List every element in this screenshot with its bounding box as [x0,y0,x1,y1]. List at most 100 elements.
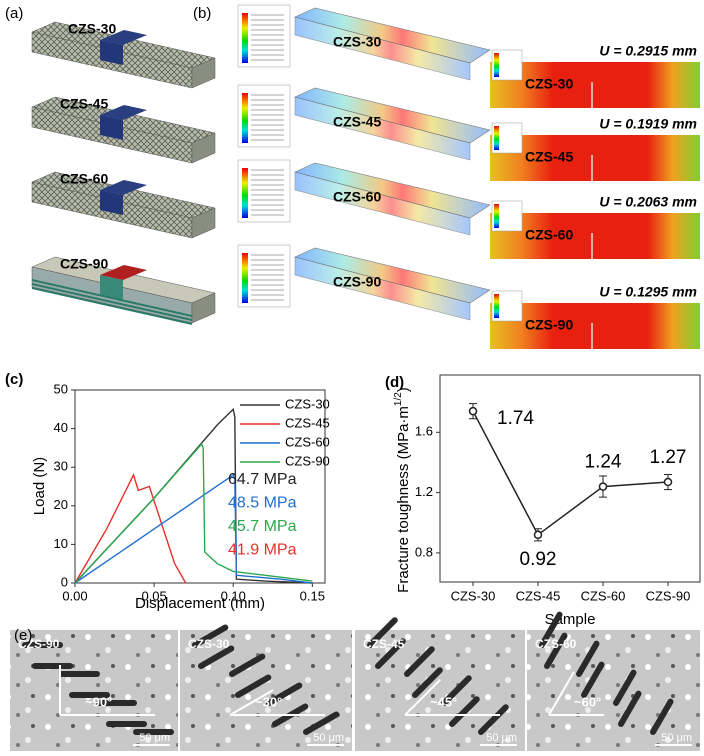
fiber [650,698,674,735]
data-point [598,482,608,491]
deformed-beam-front [294,16,471,81]
fiber [544,632,568,669]
fiber [266,682,303,706]
displacement-label: U = 0.2915 mm [599,43,697,59]
x-tick-label: 0.05 [141,588,166,603]
sample-label: CZS-90 [333,274,381,290]
x-tick-label: CZS-60 [581,588,626,603]
x-tick-label: 0.10 [221,588,246,603]
zoom-color-bar [494,53,499,77]
center-section [100,265,147,280]
center-front [100,275,123,300]
y-tick-label: 10 [54,536,68,551]
fiber [581,661,605,698]
fiber [576,640,600,677]
data-point [533,530,543,540]
panel-label: (d) [385,374,404,391]
beam-side [191,57,216,89]
annotation: 64.7 MPa [228,471,297,488]
angle-label: ~90° [85,694,112,709]
data-label: 1.24 [585,452,622,473]
angle-arrows [229,689,325,716]
fiber [235,674,272,698]
fiber [539,611,563,648]
sample-label: CZS-45 [333,114,381,130]
fiber [478,704,509,735]
y-axis-label: Fracture toughness (MPa·m1/2) [393,387,412,593]
plot-frame [74,389,326,584]
angle-arrows [548,671,604,716]
angle-arrows [404,678,500,716]
sample-label: CZS-60 [60,171,108,187]
center-section [100,180,147,195]
layer [32,279,192,317]
annotation: 41.9 MPa [228,542,297,559]
zoom-sample-label: CZS-30 [525,76,573,92]
zoom-sample-label: CZS-90 [525,317,573,333]
y-axis-label-part: ) [395,387,412,392]
fiber [229,653,266,677]
y-tick-label: 0.8 [415,544,433,559]
deformed-beam-front [294,96,471,161]
panel-label: (b) [193,5,211,22]
zoom-contour [490,303,700,349]
series-line [74,442,313,584]
displacement-label: U = 0.1919 mm [599,116,697,132]
angle-label: ~60° [574,694,601,709]
x-tick-label: CZS-90 [646,588,691,603]
panel-label: (e) [14,627,32,644]
y-tick-label: 20 [54,497,68,512]
y-tick-label: 1.6 [415,424,433,439]
data-label: 1.74 [497,408,534,429]
color-bar [242,168,248,218]
fiber [618,690,642,727]
fiber [404,646,435,677]
x-tick-label: CZS-45 [516,588,561,603]
sample-label: CZS-60 [535,637,577,651]
y-axis-label-part: Fracture toughness (MPa·m [395,406,412,593]
legend-label: CZS-45 [285,415,330,430]
zoom-sample-label: CZS-45 [525,149,573,165]
fiber [367,617,398,648]
panel-label: (a) [5,5,23,22]
sample-label: CZS-30 [188,637,230,651]
displacement-label: U = 0.2063 mm [599,194,697,210]
annotation: 48.5 MPa [228,495,297,512]
sample-label: CZS-45 [60,96,108,112]
sample-label: CZS-60 [333,189,381,205]
scale-label: 50 μm [661,732,692,744]
charts: 0.00 0.05 0.10 0.15 0 10 20 30 40 50 (c) Displaceme… [5,371,701,628]
zoom-color-bar [494,294,499,318]
beam-side [191,132,216,164]
zoom-contour [490,62,700,108]
fiber [303,711,340,735]
series-line [74,473,187,584]
data-point [468,406,478,416]
zoom-contour [490,213,700,259]
angle-arrows [59,665,155,716]
x-tick-label: 0.15 [300,588,325,603]
y-tick-label: 50 [54,381,68,396]
center-front [100,115,123,140]
zoom-sample-label: CZS-60 [525,227,573,243]
top-panels: (a) CZS-30 CZS-45 CZS-60 CZS-90 (b) CZS-30 CZS-… [5,4,700,349]
x-tick-label: CZS-30 [451,588,496,603]
data-label: 0.92 [520,549,557,570]
center-front [100,190,123,215]
scale-label: 50 μm [139,732,170,744]
fiber [441,675,472,706]
beam-side [191,207,216,239]
color-bar [242,93,248,143]
deformed-beam-front [294,171,471,236]
zoom-contour [490,135,700,181]
x-axis-label: Displacement (mm) [135,595,265,612]
sample-label: CZS-30 [68,21,116,37]
sample-label: CZS-30 [333,34,381,50]
y-tick-label: 40 [54,420,68,435]
series-line [472,410,669,536]
center-section [100,105,147,120]
scale-label: 50 μm [486,732,517,744]
fiber [375,638,406,669]
y-axis-label-part: 1/2 [393,392,404,406]
